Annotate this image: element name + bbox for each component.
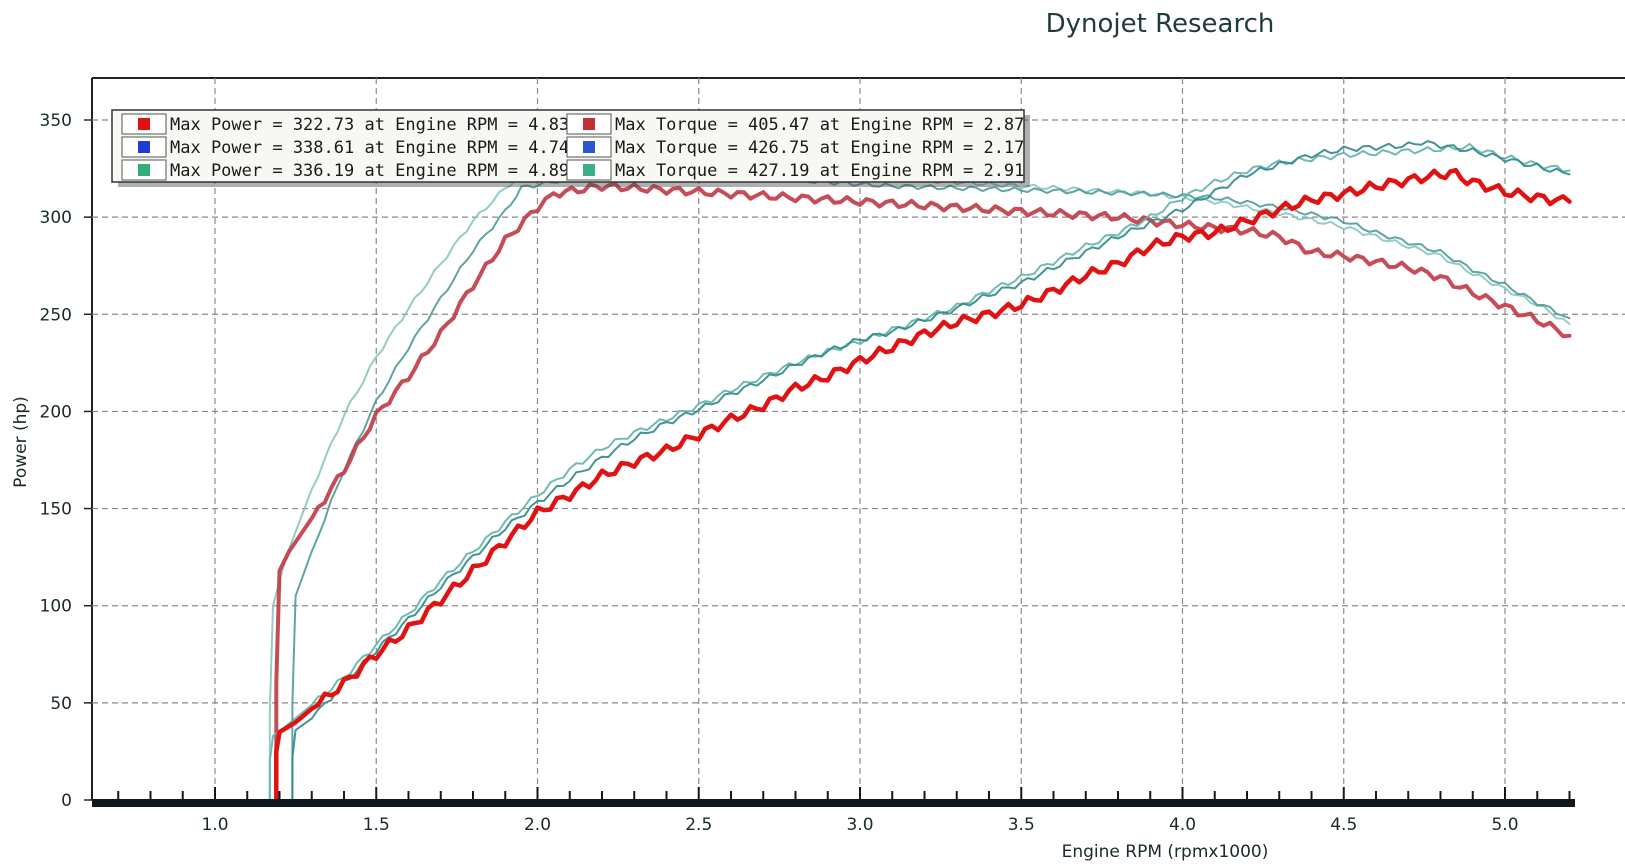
chart-title: Dynojet Research xyxy=(1046,9,1275,39)
legend-swatch xyxy=(138,141,150,153)
y-tick-label: 350 xyxy=(40,111,72,131)
y-tick-label: 0 xyxy=(61,791,72,811)
y-tick-label: 300 xyxy=(40,208,72,228)
x-tick-label: 2.5 xyxy=(685,815,712,835)
y-tick-label: 100 xyxy=(40,597,72,617)
y-tick-label: 250 xyxy=(40,305,72,325)
legend-swatch xyxy=(583,141,595,153)
legend-swatch xyxy=(583,118,595,130)
x-tick-label: 5.0 xyxy=(1491,815,1518,835)
y-tick-label: 200 xyxy=(40,402,72,422)
legend-swatch xyxy=(583,164,595,176)
x-axis-band xyxy=(92,799,1575,807)
x-tick-label: 1.5 xyxy=(363,815,390,835)
x-tick-label: 3.0 xyxy=(846,815,873,835)
y-axis-label: Power (hp) xyxy=(11,396,31,488)
x-tick-label: 4.0 xyxy=(1169,815,1196,835)
y-tick-label: 150 xyxy=(40,500,72,520)
legend-entry: Max Power = 322.73 at Engine RPM = 4.83 xyxy=(170,115,569,135)
series-layer xyxy=(268,140,1572,803)
y-tick-label: 50 xyxy=(50,694,72,714)
x-tick-marks xyxy=(117,787,1571,799)
legend-swatch xyxy=(138,118,150,130)
series-line-power-0 xyxy=(274,167,1572,803)
legend-entry: Max Torque = 426.75 at Engine RPM = 2.17 xyxy=(615,138,1024,158)
legend-swatch xyxy=(138,164,150,176)
x-axis-label: Engine RPM (rpmx1000) xyxy=(1062,842,1269,862)
series-line-power-2 xyxy=(268,142,1571,801)
y-tick-labels: 0 50 100 150 200 250 300 350 xyxy=(40,111,92,811)
x-tick-label: 2.0 xyxy=(524,815,551,835)
plot-frame xyxy=(91,77,1625,800)
series-line-torque-4 xyxy=(291,171,1571,801)
legend-entry: Max Torque = 427.19 at Engine RPM = 2.91 xyxy=(615,161,1024,181)
x-tick-label: 1.0 xyxy=(201,815,228,835)
x-tick-label: 4.5 xyxy=(1330,815,1357,835)
x-tick-labels: 1.0 1.5 2.0 2.5 3.0 3.5 4.0 4.5 5.0 xyxy=(201,815,1518,835)
series-line-power-1 xyxy=(291,140,1571,801)
legend-entry: Max Power = 338.61 at Engine RPM = 4.74 xyxy=(170,138,569,158)
series-line-torque-3 xyxy=(274,181,1572,802)
legend-entry: Max Power = 336.19 at Engine RPM = 4.89 xyxy=(170,161,569,181)
legend-entry: Max Torque = 405.47 at Engine RPM = 2.87 xyxy=(615,115,1024,135)
x-tick-label: 3.5 xyxy=(1008,815,1035,835)
legend: Max Power = 322.73 at Engine RPM = 4.83 M… xyxy=(111,109,1030,187)
